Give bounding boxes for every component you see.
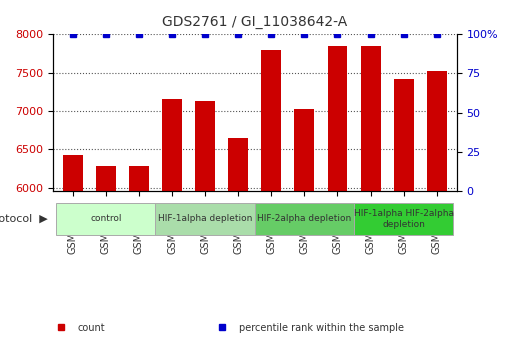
Bar	[129, 166, 149, 345]
FancyBboxPatch shape	[155, 204, 255, 235]
Text: HIF-1alpha HIF-2alpha
depletion: HIF-1alpha HIF-2alpha depletion	[353, 209, 453, 229]
Bar	[63, 155, 83, 345]
Text: count: count	[77, 323, 105, 333]
Bar	[361, 47, 381, 345]
Text: HIF-1alpha depletion: HIF-1alpha depletion	[158, 215, 252, 224]
FancyBboxPatch shape	[255, 204, 354, 235]
Text: protocol  ▶: protocol ▶	[0, 214, 48, 224]
Bar	[96, 166, 116, 345]
Bar	[195, 101, 215, 345]
Text: percentile rank within the sample: percentile rank within the sample	[239, 323, 404, 333]
Bar	[162, 99, 182, 345]
Bar	[394, 79, 413, 345]
Text: control: control	[90, 215, 122, 224]
Bar	[294, 109, 314, 345]
Bar	[328, 47, 347, 345]
FancyBboxPatch shape	[354, 204, 453, 235]
Bar	[427, 71, 447, 345]
FancyBboxPatch shape	[56, 204, 155, 235]
Bar	[261, 50, 281, 345]
Text: HIF-2alpha depletion: HIF-2alpha depletion	[258, 215, 351, 224]
Bar	[228, 138, 248, 345]
Title: GDS2761 / GI_11038642-A: GDS2761 / GI_11038642-A	[162, 15, 347, 29]
